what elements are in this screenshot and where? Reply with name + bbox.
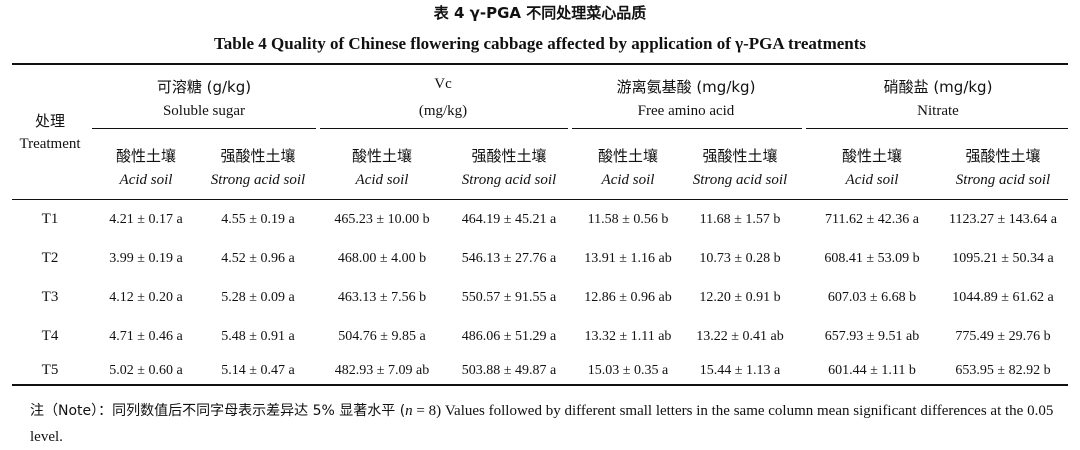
soil-header-en: Acid soil [355, 172, 409, 188]
table-cell: 601.44 ± 1.11 b [828, 363, 916, 378]
group-rule [92, 128, 316, 129]
note-en: Values followed by different small lette… [30, 403, 1054, 445]
table-cell: 12.20 ± 0.91 b [699, 290, 781, 305]
treatment-header-en: Treatment [19, 136, 81, 152]
table-cell: 5.02 ± 0.60 a [109, 363, 183, 378]
soil-header-en: Acid soil [119, 172, 173, 188]
table-cell: 503.88 ± 49.87 a [461, 363, 557, 378]
table-cell: 482.93 ± 7.09 ab [334, 363, 430, 378]
group-header-vc: Vc [434, 76, 452, 92]
table-cell: 5.48 ± 0.91 a [221, 329, 295, 344]
note-eq: = 8) [412, 403, 445, 419]
soil-header-en: Strong acid soil [461, 172, 557, 188]
table-cell: 13.32 ± 1.11 ab [584, 329, 672, 344]
table-title-zh: 表 4 γ-PGA 不同处理菜心品质 [433, 4, 647, 22]
table-cell: 468.00 ± 4.00 b [337, 251, 427, 266]
table-cell: 608.41 ± 53.09 b [824, 251, 920, 266]
treatment-cell: T3 [41, 289, 59, 305]
table-title-en: Table 4 Quality of Chinese flowering cab… [213, 34, 867, 53]
table-cell: 4.55 ± 0.19 a [221, 212, 295, 227]
soil-header-zh: 酸性土壤 [841, 147, 902, 165]
table-cell: 5.28 ± 0.09 a [221, 290, 295, 305]
soil-header-zh: 强酸性土壤 [220, 147, 296, 165]
soil-header-en: Strong acid soil [210, 172, 306, 188]
note-n: n [405, 403, 413, 419]
table-cell: 546.13 ± 27.76 a [461, 251, 557, 266]
group-header-amino-acid-en: Free amino acid [637, 103, 735, 119]
table-cell: 11.68 ± 1.57 b [699, 212, 781, 227]
table-cell: 11.58 ± 0.56 b [587, 212, 669, 227]
table-cell: 464.19 ± 45.21 a [461, 212, 557, 227]
table-cell: 4.52 ± 0.96 a [221, 251, 295, 266]
soil-header-en: Acid soil [845, 172, 899, 188]
soil-header-zh: 强酸性土壤 [965, 147, 1041, 165]
table-cell: 4.21 ± 0.17 a [109, 212, 183, 227]
table-cell: 775.49 ± 29.76 b [955, 329, 1051, 344]
table-cell: 463.13 ± 7.56 b [337, 290, 427, 305]
table-cell: 13.22 ± 0.41 ab [696, 329, 784, 344]
treatment-cell: T4 [41, 328, 59, 344]
table-cell: 15.44 ± 1.13 a [699, 363, 781, 378]
treatment-header-zh: 处理 [34, 112, 65, 130]
note-zh: 注（Note）：同列数值后不同字母表示差异达 5% 显著水平 ( [30, 403, 406, 419]
table-cell: 3.99 ± 0.19 a [109, 251, 183, 266]
table-cell: 711.62 ± 42.36 a [825, 212, 919, 227]
top-rule [12, 63, 1068, 65]
group-rule [572, 128, 802, 129]
group-header-amino-acid-zh: 游离氨基酸 (mg/kg) [616, 78, 756, 96]
table-cell: 550.57 ± 91.55 a [461, 290, 557, 305]
group-rule [320, 128, 568, 129]
bottom-rule [12, 384, 1068, 386]
table-cell: 1044.89 ± 61.62 a [952, 290, 1054, 305]
group-header-nitrate-en: Nitrate [917, 103, 959, 119]
group-header-soluble-sugar-zh: 可溶糖 (g/kg) [156, 78, 252, 96]
soil-header-en: Acid soil [601, 172, 655, 188]
soil-header-en: Strong acid soil [955, 172, 1051, 188]
soil-header-zh: 酸性土壤 [597, 147, 658, 165]
table-cell: 15.03 ± 0.35 a [587, 363, 669, 378]
table-note: 注（Note）：同列数值后不同字母表示差异达 5% 显著水平 (n = 8) V… [30, 398, 1070, 450]
soil-header-zh: 酸性土壤 [351, 147, 412, 165]
group-header-vc-unit: (mg/kg) [418, 103, 468, 119]
soil-header-en: Strong acid soil [692, 172, 788, 188]
treatment-cell: T5 [41, 362, 59, 378]
table-cell: 504.76 ± 9.85 a [338, 329, 426, 344]
table-cell: 13.91 ± 1.16 ab [584, 251, 672, 266]
table-cell: 657.93 ± 9.51 ab [824, 329, 920, 344]
table-cell: 486.06 ± 51.29 a [461, 329, 557, 344]
header-bottom-rule [12, 199, 1068, 200]
table-cell: 1095.21 ± 50.34 a [952, 251, 1054, 266]
table-cell: 4.12 ± 0.20 a [109, 290, 183, 305]
group-rule [806, 128, 1068, 129]
soil-header-zh: 强酸性土壤 [702, 147, 778, 165]
group-header-nitrate-zh: 硝酸盐 (mg/kg) [883, 78, 993, 96]
table-cell: 4.71 ± 0.46 a [109, 329, 183, 344]
treatment-cell: T1 [41, 211, 59, 227]
treatment-cell: T2 [41, 250, 59, 266]
table-cell: 653.95 ± 82.92 b [955, 363, 1051, 378]
group-header-soluble-sugar-en: Soluble sugar [162, 103, 246, 119]
soil-header-zh: 酸性土壤 [115, 147, 176, 165]
soil-header-zh: 强酸性土壤 [471, 147, 547, 165]
table-cell: 465.23 ± 10.00 b [334, 212, 430, 227]
table-cell: 1123.27 ± 143.64 a [949, 212, 1057, 227]
table-cell: 5.14 ± 0.47 a [221, 363, 295, 378]
table-cell: 12.86 ± 0.96 ab [584, 290, 672, 305]
table-cell: 607.03 ± 6.68 b [827, 290, 917, 305]
table-cell: 10.73 ± 0.28 b [699, 251, 781, 266]
